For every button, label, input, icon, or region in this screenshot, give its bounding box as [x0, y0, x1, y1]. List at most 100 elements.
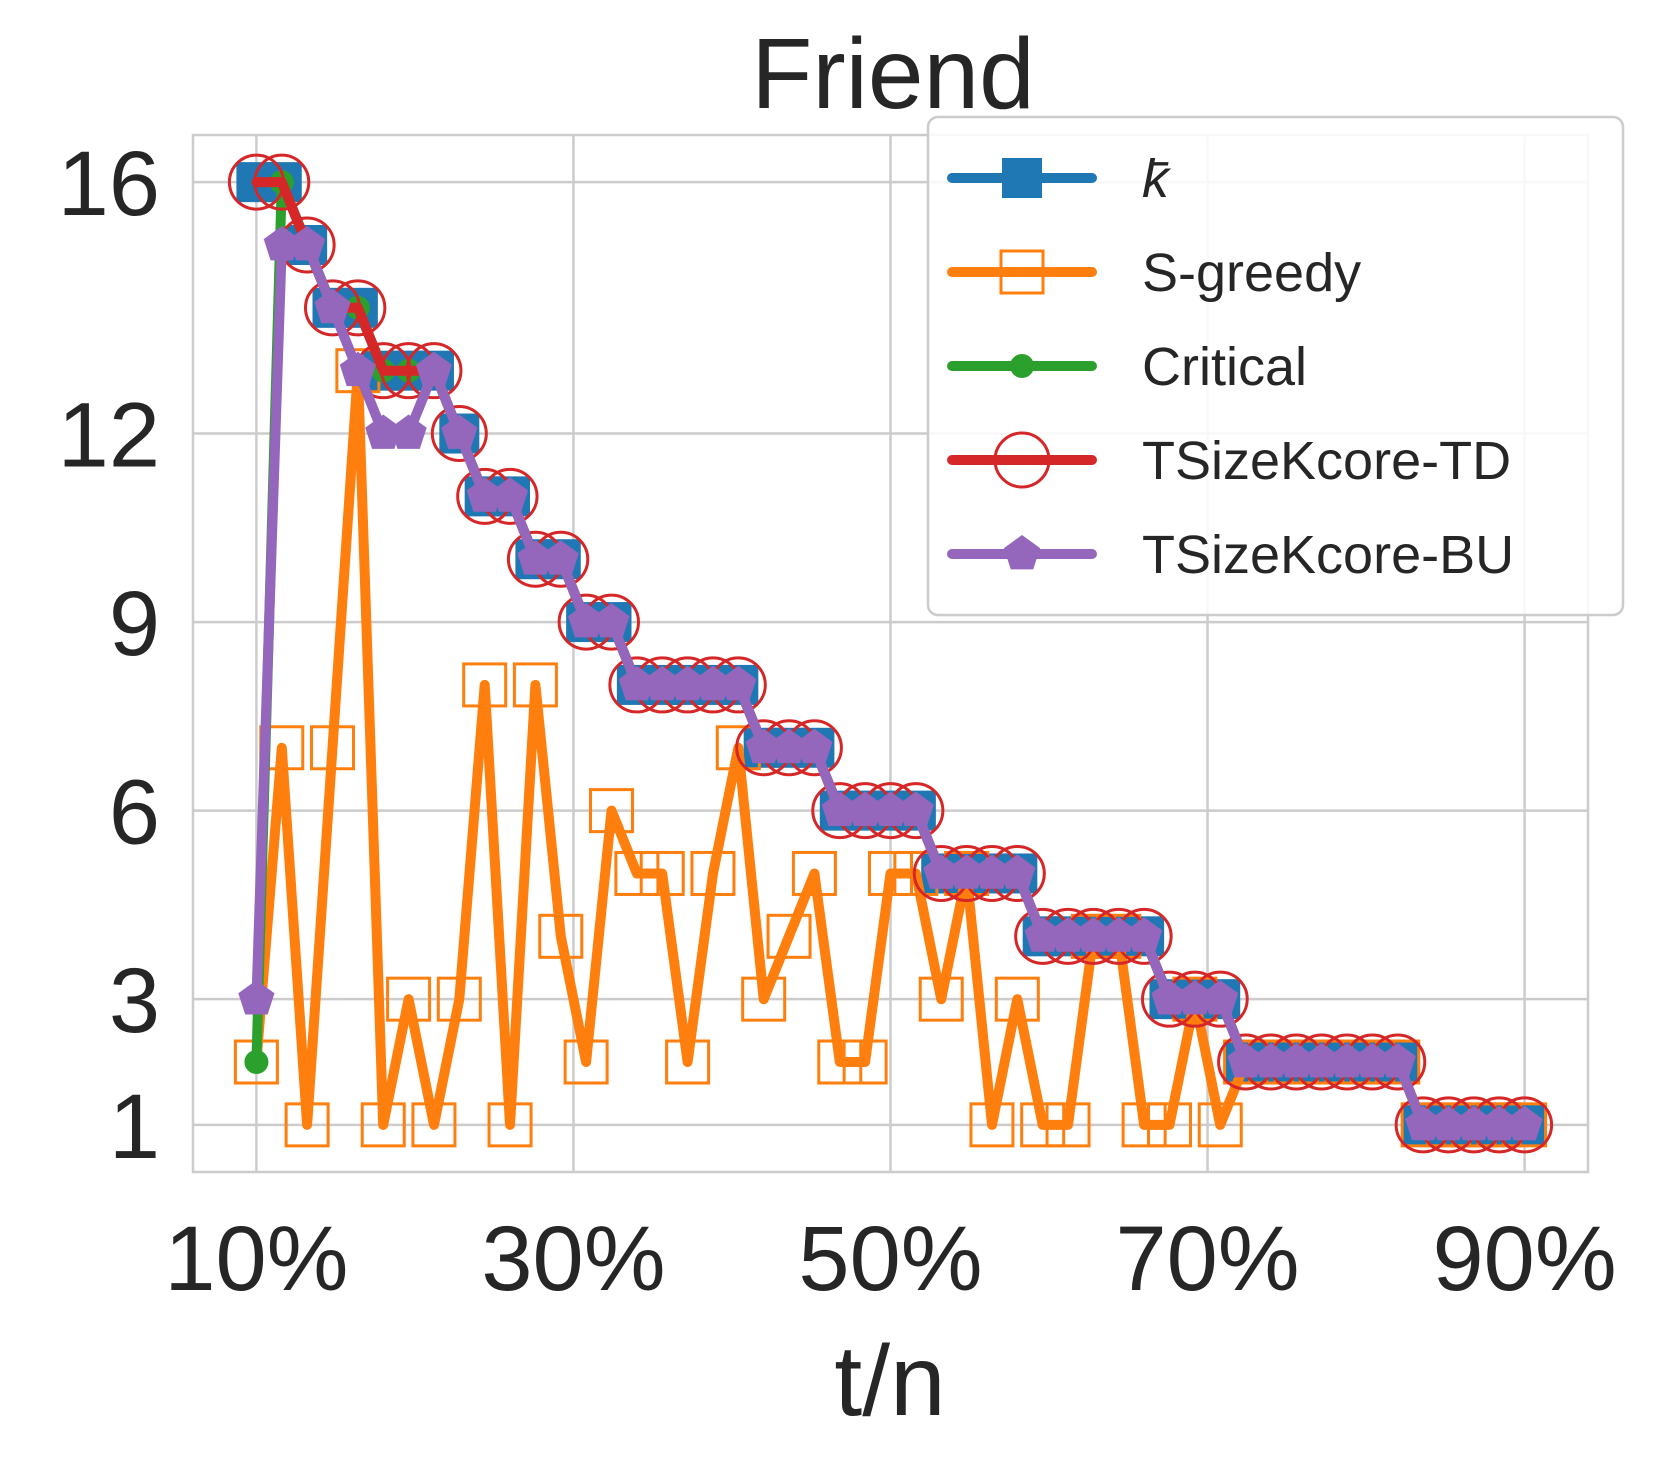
data-point — [253, 153, 311, 211]
data-point — [517, 540, 554, 575]
y-tick-label: 6 — [109, 762, 160, 864]
series — [227, 153, 1554, 1154]
data-point — [1075, 917, 1112, 952]
data-point — [969, 1102, 1015, 1148]
data-point — [994, 976, 1040, 1022]
data-point — [918, 976, 964, 1022]
data-point — [644, 665, 681, 701]
data-point — [589, 788, 634, 834]
data-point — [244, 1050, 269, 1075]
data-point — [284, 1102, 330, 1148]
data-point — [690, 850, 736, 896]
data-point — [639, 850, 685, 896]
legend: k̄ S-greedy Critical TSizeKcore-TD TSizeKcor… — [926, 115, 1625, 617]
legend-swatch-marker — [993, 431, 1051, 489]
plot-area — [191, 133, 1590, 1174]
x-tick-label: 70% — [1115, 1208, 1299, 1310]
data-point — [1329, 1043, 1366, 1078]
data-point — [1227, 1043, 1264, 1078]
chart-title: Friend — [751, 18, 1034, 130]
data-point — [360, 1102, 406, 1148]
data-point — [1121, 1102, 1167, 1148]
x-tick-label: 50% — [798, 1208, 982, 1310]
y-tick-label: 16 — [58, 133, 160, 235]
x-axis-label: t/n — [834, 1325, 945, 1437]
legend-swatch-marker — [1002, 158, 1042, 198]
legend-entry: Critical — [947, 337, 1307, 397]
data-point — [436, 976, 482, 1022]
data-point — [720, 665, 757, 701]
data-point — [1455, 1105, 1492, 1141]
x-tick-label: 30% — [481, 1208, 665, 1310]
data-point — [263, 226, 300, 261]
data-point — [466, 477, 503, 512]
data-point — [1126, 917, 1163, 952]
legend-entry: k̄ — [947, 149, 1172, 209]
data-point — [766, 913, 812, 959]
y-tick-label: 12 — [58, 385, 160, 487]
data-point — [694, 665, 731, 701]
data-point — [821, 791, 858, 826]
data-point — [1379, 1043, 1416, 1078]
data-point — [1050, 917, 1087, 952]
data-point — [817, 1039, 863, 1085]
data-point — [568, 603, 605, 638]
data-point — [441, 414, 478, 449]
data-point — [390, 414, 427, 449]
data-point — [304, 279, 361, 337]
data-point — [1151, 980, 1188, 1015]
y-axis: 1 3 6 9 12 16 — [58, 133, 160, 1178]
y-tick-label: 9 — [109, 573, 160, 675]
data-point — [669, 665, 706, 701]
data-point — [796, 728, 833, 764]
data-point — [415, 351, 452, 387]
data-point — [665, 1039, 711, 1085]
legend-swatch-marker — [1010, 354, 1034, 378]
data-point — [847, 791, 884, 826]
legend-label: Critical — [1142, 337, 1307, 397]
legend-label: TSizeKcore-BU — [1142, 525, 1514, 585]
data-point — [430, 405, 488, 463]
data-point — [538, 913, 584, 959]
legend-swatch-marker — [1003, 535, 1041, 570]
data-point — [487, 1102, 533, 1148]
data-point — [563, 1039, 609, 1085]
data-point — [512, 662, 558, 708]
data-point — [614, 850, 660, 896]
legend-entry: TSizeKcore-TD — [947, 431, 1511, 491]
data-point — [1303, 1043, 1340, 1078]
legend-label: S-greedy — [1142, 243, 1361, 303]
data-point — [745, 728, 782, 764]
data-point — [542, 540, 579, 575]
data-point — [868, 850, 913, 896]
data-point — [339, 351, 376, 387]
data-point — [310, 725, 355, 771]
data-point — [948, 854, 985, 889]
data-point — [999, 854, 1036, 889]
data-point — [1100, 917, 1137, 952]
data-point — [1252, 1043, 1289, 1078]
data-point — [386, 976, 432, 1022]
data-point — [227, 153, 285, 211]
data-point — [1024, 917, 1061, 952]
x-tick-label: 10% — [164, 1208, 348, 1310]
data-point — [1176, 980, 1213, 1015]
data-point — [1045, 1102, 1091, 1148]
legend-entry: TSizeKcore-BU — [947, 525, 1514, 585]
data-point — [1020, 1102, 1066, 1148]
data-point — [771, 728, 808, 764]
y-tick-label: 3 — [109, 950, 160, 1052]
data-point — [1197, 1102, 1243, 1148]
data-point — [1430, 1105, 1467, 1141]
data-point — [923, 854, 960, 889]
data-point — [842, 1039, 888, 1085]
legend-swatch-marker — [999, 249, 1045, 295]
data-point — [593, 603, 630, 638]
data-point — [1278, 1043, 1315, 1078]
x-tick-label: 90% — [1433, 1208, 1617, 1310]
legend-label: k̄ — [1142, 149, 1172, 209]
data-point — [618, 665, 655, 701]
x-axis: 10% 30% 50% 70% 90% — [164, 1208, 1616, 1310]
data-point — [1506, 1105, 1543, 1141]
data-point — [238, 980, 275, 1015]
